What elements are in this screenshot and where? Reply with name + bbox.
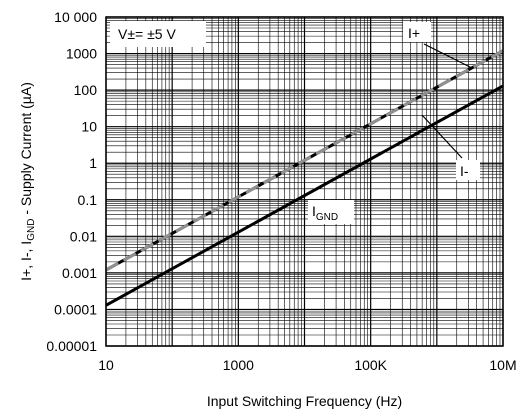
y-tick-label: 0.01 [70,228,97,244]
y-tick-labels: 10 000 1000 100 10 1 0.1 0.01 0.001 0.0001 0.0000… [46,9,97,354]
y-tick-label: 0.00001 [46,338,97,354]
y-tick-label: 0.1 [78,192,98,208]
x-tick-label: 100K [354,357,387,373]
y-tick-label: 1 [89,155,97,171]
condition-label: V±= ±5 V [118,26,176,42]
iplus-label-box [403,22,431,42]
x-tick-label: 1000 [223,357,254,373]
series-line-iminus [105,49,504,272]
y-tick-label: 0.001 [62,265,97,281]
y-tick-label: 0.0001 [54,301,97,317]
iplus-leader-line [423,43,473,69]
y-tick-label: 10 000 [54,9,97,25]
y-axis-label: I+, I-, IGND - Supply Current (µA) [18,82,37,281]
y-tick-label: 1000 [66,46,97,62]
iminus-label: I- [460,163,469,179]
y-tick-label: 10 [81,119,97,135]
x-tick-label: 10 [98,357,114,373]
ignd-label-box [308,200,354,224]
x-axis-label: Input Switching Frequency (Hz) [207,393,402,409]
x-tick-labels: 10 1000 100K 10M [98,357,516,373]
x-tick-label: 10M [489,357,516,373]
condition-box [110,21,206,47]
series-layer [105,49,504,307]
iminus-leader-line [421,114,463,159]
plot-frame [105,16,504,347]
iplus-label: I+ [408,25,420,41]
y-tick-label: 100 [74,82,98,98]
ignd-label: IGND [312,203,338,223]
series-line-ignd [105,84,504,307]
iminus-label-box [456,160,480,180]
